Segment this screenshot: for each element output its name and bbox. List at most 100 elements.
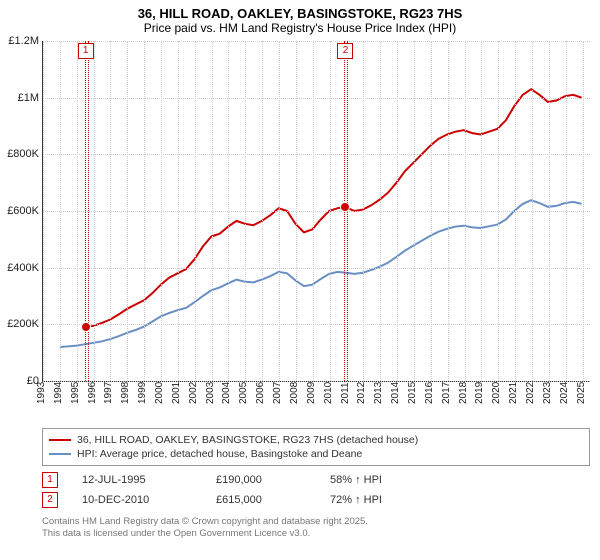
gridline-v — [110, 41, 111, 381]
gridline-v — [43, 41, 44, 381]
y-axis-label: £400K — [7, 262, 43, 274]
sale-marker-number: 2 — [337, 43, 353, 59]
gridline-h — [43, 268, 590, 269]
x-axis-label: 1998 — [120, 382, 131, 404]
legend-box: 36, HILL ROAD, OAKLEY, BASINGSTOKE, RG23… — [42, 428, 590, 466]
gridline-h — [43, 324, 590, 325]
x-axis-label: 2007 — [272, 382, 283, 404]
gridline-v — [566, 41, 567, 381]
x-axis-label: 2008 — [289, 382, 300, 404]
gridline-v — [532, 41, 533, 381]
gridline-v — [77, 41, 78, 381]
legend-label: 36, HILL ROAD, OAKLEY, BASINGSTOKE, RG23… — [77, 434, 418, 446]
y-axis-label: £200K — [7, 318, 43, 330]
x-axis-label: 2000 — [154, 382, 165, 404]
gridline-h — [43, 41, 590, 42]
gridline-v — [161, 41, 162, 381]
sales-block: 1 12-JUL-1995 £190,000 58% ↑ HPI 2 10-DEC-201… — [42, 470, 590, 510]
legend-swatch — [49, 453, 71, 455]
x-axis-label: 2003 — [205, 382, 216, 404]
x-axis-label: 2006 — [255, 382, 266, 404]
x-axis-label: 2009 — [306, 382, 317, 404]
gridline-v — [448, 41, 449, 381]
gridline-v — [583, 41, 584, 381]
title-block: 36, HILL ROAD, OAKLEY, BASINGSTOKE, RG23… — [0, 0, 600, 37]
legend-row: HPI: Average price, detached house, Basi… — [49, 447, 583, 461]
footer-line2: This data is licensed under the Open Gov… — [42, 528, 590, 540]
x-axis-label: 2001 — [171, 382, 182, 404]
gridline-v — [313, 41, 314, 381]
x-axis-label: 2024 — [559, 382, 570, 404]
y-axis-label: £1M — [18, 92, 43, 104]
gridline-h — [43, 98, 590, 99]
gridline-v — [330, 41, 331, 381]
title-address: 36, HILL ROAD, OAKLEY, BASINGSTOKE, RG23… — [0, 6, 600, 21]
x-axis-label: 2010 — [323, 382, 334, 404]
gridline-v — [178, 41, 179, 381]
x-axis-label: 2005 — [238, 382, 249, 404]
sale-row: 1 12-JUL-1995 £190,000 58% ↑ HPI — [42, 470, 590, 490]
gridline-v — [431, 41, 432, 381]
sale-marker-dot — [340, 202, 350, 212]
gridline-v — [262, 41, 263, 381]
x-axis-label: 2013 — [373, 382, 384, 404]
gridline-v — [515, 41, 516, 381]
y-axis-label: £600K — [7, 205, 43, 217]
gridline-v — [212, 41, 213, 381]
gridline-v — [296, 41, 297, 381]
gridline-v — [414, 41, 415, 381]
sale-price: £190,000 — [216, 474, 306, 486]
gridline-v — [60, 41, 61, 381]
gridline-v — [228, 41, 229, 381]
gridline-h — [43, 211, 590, 212]
sale-delta: 58% ↑ HPI — [330, 474, 382, 486]
x-axis-label: 2021 — [508, 382, 519, 404]
x-axis-label: 2011 — [340, 382, 351, 404]
gridline-v — [279, 41, 280, 381]
x-axis-label: 2004 — [221, 382, 232, 404]
footer-attribution: Contains HM Land Registry data © Crown c… — [42, 516, 590, 541]
gridline-v — [144, 41, 145, 381]
chart-plot-area: £0£200K£400K£600K£800K£1M£1.2M12 — [42, 41, 590, 382]
gridline-v — [380, 41, 381, 381]
legend-label: HPI: Average price, detached house, Basi… — [77, 448, 362, 460]
footer-line1: Contains HM Land Registry data © Crown c… — [42, 516, 590, 528]
gridline-v — [94, 41, 95, 381]
gridline-h — [43, 154, 590, 155]
x-axis-label: 1999 — [137, 382, 148, 404]
series-property — [85, 89, 581, 327]
x-axis-label: 2022 — [525, 382, 536, 404]
sale-date: 12-JUL-1995 — [82, 474, 192, 486]
plot-region: £0£200K£400K£600K£800K£1M£1.2M12 — [43, 41, 590, 381]
title-subtitle: Price paid vs. HM Land Registry's House … — [0, 21, 600, 35]
x-axis-label: 1993 — [36, 382, 47, 404]
x-axis-label: 2012 — [356, 382, 367, 404]
x-axis-label: 1996 — [87, 382, 98, 404]
legend-swatch — [49, 439, 71, 441]
sale-price: £615,000 — [216, 494, 306, 506]
chart-container: 36, HILL ROAD, OAKLEY, BASINGSTOKE, RG23… — [0, 0, 600, 560]
x-axis-label: 1995 — [70, 382, 81, 404]
sale-number: 1 — [42, 472, 58, 488]
x-axis-label: 2018 — [458, 382, 469, 404]
x-axis-label: 2014 — [390, 382, 401, 404]
gridline-v — [195, 41, 196, 381]
gridline-v — [481, 41, 482, 381]
sale-number: 2 — [42, 492, 58, 508]
x-axis-label: 2019 — [474, 382, 485, 404]
sale-marker-number: 1 — [78, 43, 94, 59]
x-axis-label: 1994 — [53, 382, 64, 404]
gridline-v — [363, 41, 364, 381]
sale-date: 10-DEC-2010 — [82, 494, 192, 506]
x-axis-label: 1997 — [103, 382, 114, 404]
gridline-v — [549, 41, 550, 381]
x-axis-label: 2016 — [424, 382, 435, 404]
gridline-v — [127, 41, 128, 381]
x-axis-label: 2025 — [576, 382, 587, 404]
x-axis-label: 2023 — [542, 382, 553, 404]
sale-delta: 72% ↑ HPI — [330, 494, 382, 506]
x-axis-label: 2020 — [491, 382, 502, 404]
y-axis-label: £1.2M — [8, 35, 43, 47]
gridline-v — [465, 41, 466, 381]
sale-marker-dot — [81, 322, 91, 332]
